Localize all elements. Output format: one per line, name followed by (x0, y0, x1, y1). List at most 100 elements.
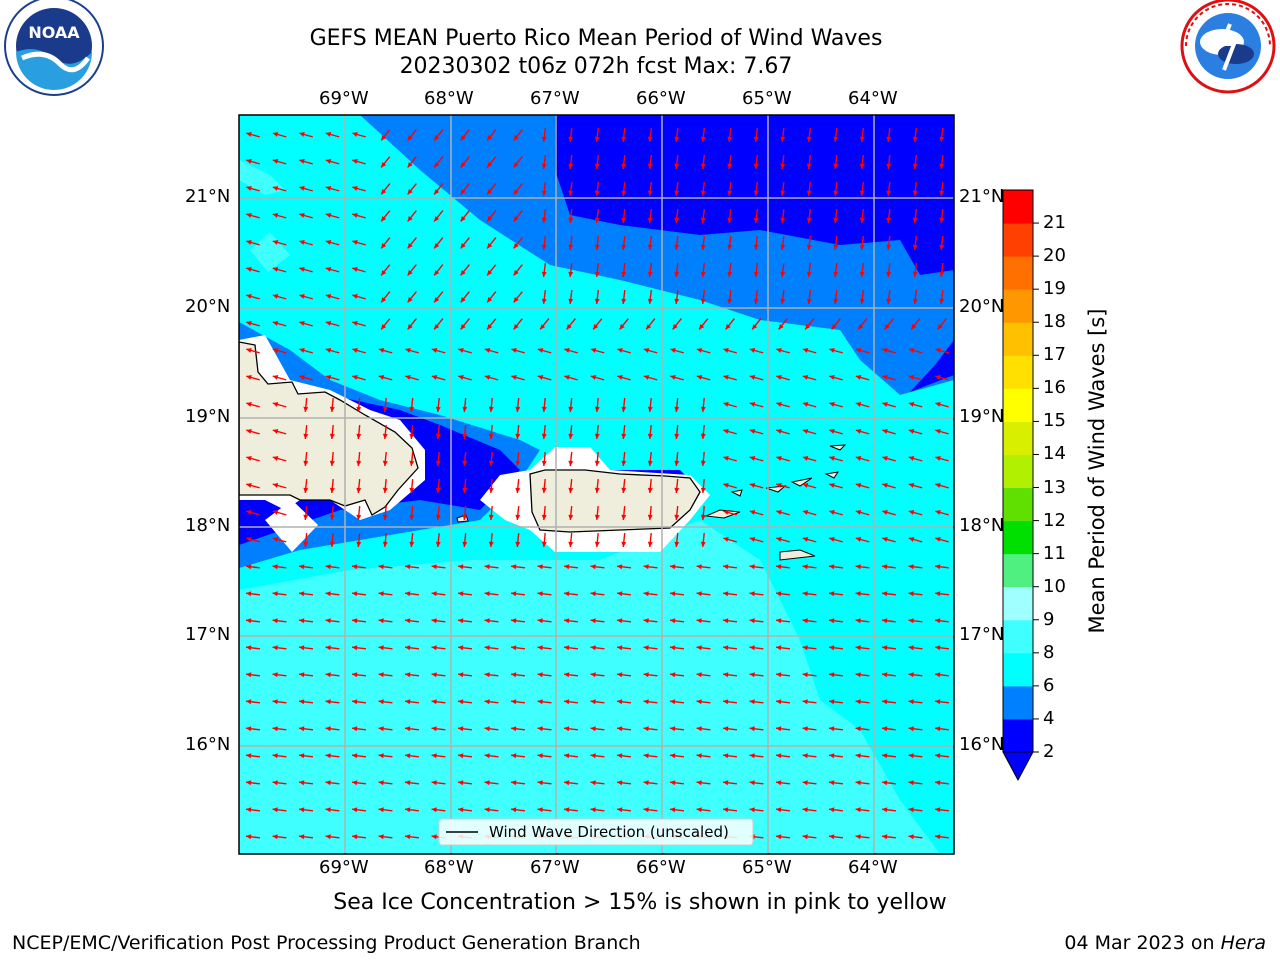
wind-wave-arrowhead (272, 456, 279, 461)
wind-wave-arrowhead (617, 348, 623, 353)
wind-wave-arrowhead (672, 324, 678, 330)
wind-wave-arrowhead (378, 645, 384, 651)
wind-wave-arrowhead (541, 487, 547, 493)
wind-wave-arrowhead (908, 348, 915, 353)
wind-wave-arrowhead (352, 753, 358, 759)
wind-wave-arrowhead (829, 618, 835, 624)
wind-wave-arrowhead (272, 726, 278, 732)
wind-wave-arrowhead (568, 217, 574, 223)
wind-wave-arrowhead (723, 699, 729, 705)
wind-wave-arrowhead (329, 487, 335, 493)
wind-wave-arrowhead (886, 190, 892, 196)
wind-wave-arrowhead (407, 243, 413, 249)
wind-wave-arrowhead (647, 136, 653, 142)
wind-wave-arrowhead (568, 190, 574, 196)
wind-wave-arrowhead (829, 591, 835, 597)
wind-wave-arrowhead (882, 834, 888, 840)
wind-wave-arrowhead (405, 375, 411, 380)
wind-wave-arrowhead (780, 217, 786, 223)
wind-wave-arrowhead (325, 807, 331, 813)
wind-wave-arrowhead (272, 159, 279, 164)
wind-wave-arrowhead (537, 618, 543, 624)
wind-wave-arrowhead (299, 348, 305, 353)
wind-wave-arrowhead (460, 297, 466, 303)
wind-wave-arrowhead (802, 510, 809, 515)
colorbar-tick-label: 19 (1043, 278, 1066, 300)
wind-wave-arrowhead (329, 460, 335, 466)
wind-wave-arrowhead (670, 780, 676, 786)
wind-wave-arrowhead (541, 271, 547, 277)
wind-wave-arrowhead (776, 429, 782, 434)
wind-wave-arrowhead (886, 298, 892, 304)
wind-wave-arrowhead (458, 645, 464, 651)
wind-wave-arrowhead (723, 429, 729, 434)
wind-wave-arrowhead (935, 348, 941, 353)
wind-wave-arrowhead (700, 406, 706, 412)
wind-wave-arrowhead (594, 298, 600, 304)
wind-wave-arrowhead (356, 433, 362, 439)
wind-wave-arrowhead (299, 267, 305, 272)
wind-wave-arrowhead (381, 189, 387, 195)
wind-wave-arrowhead (484, 348, 491, 353)
wind-wave-arrowhead (780, 271, 786, 277)
wind-wave-arrowhead (378, 780, 384, 786)
wind-wave-arrowhead (329, 433, 335, 439)
wind-wave-arrowhead (855, 726, 861, 732)
wind-wave-arrowhead (431, 348, 438, 353)
wind-wave-arrowhead (908, 699, 914, 705)
lat-right-label: 20°N (959, 296, 1005, 317)
wind-wave-arrowhead (806, 163, 812, 169)
wind-wave-arrowhead (325, 321, 332, 326)
wind-wave-arrowhead (484, 807, 490, 813)
wind-wave-arrowhead (488, 541, 494, 547)
colorbar-tick-label: 2 (1043, 741, 1055, 762)
wind-wave-arrowhead (381, 162, 387, 168)
wind-wave-arrowhead (246, 267, 252, 272)
wind-wave-arrowhead (855, 699, 861, 705)
wind-wave-arrowhead (647, 298, 653, 304)
wind-wave-arrowhead (299, 564, 305, 570)
wind-wave-arrowhead (670, 753, 676, 759)
wind-wave-arrowhead (699, 324, 705, 330)
wind-wave-arrowhead (511, 726, 517, 732)
wind-wave-arrowhead (778, 324, 784, 330)
wind-wave-arrowhead (882, 402, 888, 407)
wind-wave-arrowhead (674, 136, 680, 142)
wind-wave-arrowhead (753, 244, 759, 250)
colorbar-tick-label: 20 (1043, 245, 1066, 267)
wind-wave-arrowhead (382, 433, 388, 439)
wind-wave-arrowhead (329, 406, 335, 412)
wind-wave-arrowhead (590, 564, 596, 570)
footer-date: 04 Mar 2023 on Hera (1064, 932, 1266, 954)
wind-wave-arrowhead (564, 591, 570, 597)
lat-left-label: 16°N (185, 734, 231, 755)
wind-wave-arrowhead (882, 564, 888, 570)
wind-wave-arrowhead (431, 726, 437, 732)
wind-wave-arrowhead (749, 402, 756, 407)
wind-wave-arrowhead (434, 189, 440, 195)
wind-wave-arrowhead (537, 807, 543, 813)
wind-wave-arrowhead (431, 672, 437, 678)
wind-wave-arrowhead (752, 324, 758, 330)
wind-wave-arrowhead (352, 834, 358, 840)
lon-bottom-label: 66°W (636, 857, 686, 878)
wind-wave-arrowhead (484, 699, 490, 705)
wind-wave-arrowhead (776, 375, 782, 380)
wind-wave-arrowhead (460, 162, 466, 168)
contour-field (239, 115, 954, 854)
wind-wave-arrowhead (647, 487, 653, 493)
wind-wave-arrowhead (513, 270, 519, 276)
wind-wave-arrowhead (568, 298, 574, 304)
wind-wave-arrowhead (855, 510, 862, 515)
wind-wave-arrowhead (537, 348, 544, 353)
lon-top-label: 68°W (424, 88, 474, 109)
wind-wave-arrowhead (511, 699, 517, 705)
wind-wave-arrowhead (487, 270, 493, 276)
wind-wave-arrowhead (246, 753, 252, 759)
wind-wave-arrowhead (912, 163, 918, 169)
wind-wave-arrowhead (855, 456, 862, 461)
wind-wave-arrowhead (776, 753, 782, 759)
wind-wave-arrowhead (246, 672, 252, 678)
colorbar-tick-label: 15 (1043, 410, 1066, 432)
wind-wave-arrowhead (564, 699, 570, 705)
